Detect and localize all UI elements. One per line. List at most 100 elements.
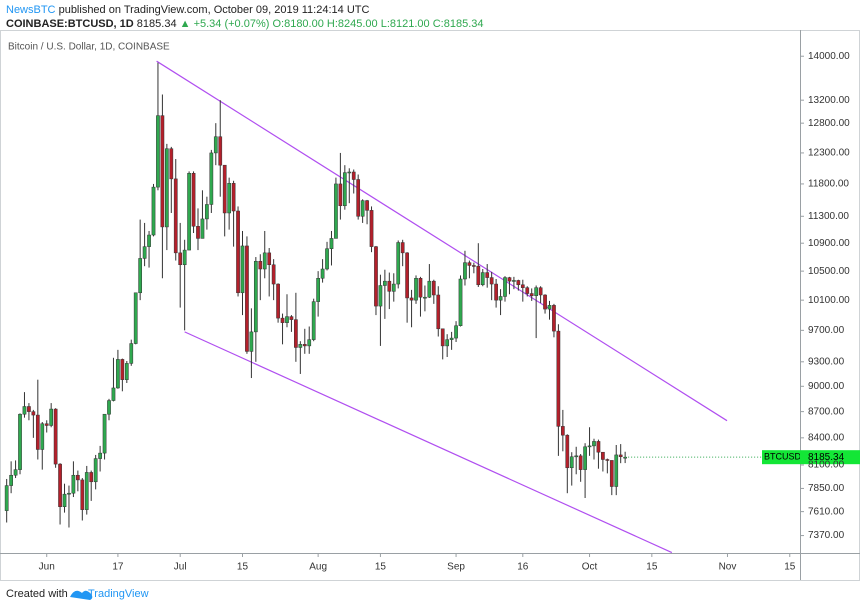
candle-body — [249, 331, 254, 352]
y-tick-label: 10100.00 — [808, 295, 850, 306]
candle-body — [538, 287, 543, 296]
candle-body — [520, 284, 525, 288]
candle-body — [227, 183, 231, 214]
candle-body — [503, 277, 507, 297]
logo — [70, 590, 93, 600]
y-tick-label: 9300.00 — [808, 356, 845, 367]
candle-body — [182, 249, 187, 266]
candle-body — [467, 262, 472, 266]
price-tag-value: 8185.34 — [808, 452, 845, 463]
candle-body — [89, 472, 94, 483]
y-tick-label: 11800.00 — [808, 179, 849, 190]
candle-body — [472, 265, 476, 267]
x-tick-label: Oct — [582, 562, 598, 573]
candle-body — [556, 330, 561, 427]
candle-body — [578, 455, 583, 470]
candle-body — [116, 359, 120, 389]
candle-body — [120, 359, 125, 380]
candle-body — [596, 441, 601, 453]
candle-body — [191, 172, 196, 227]
candle-body — [222, 164, 227, 214]
candle-body — [169, 148, 174, 180]
candle-body — [609, 460, 614, 487]
candle-body — [445, 339, 450, 347]
y-tick-label: 14000.00 — [808, 51, 850, 62]
candle-body — [107, 400, 111, 415]
candle-body — [405, 252, 409, 299]
x-tick-label: 15 — [784, 562, 796, 573]
candle-body — [560, 426, 565, 436]
candle-body — [507, 277, 512, 282]
candle-body — [67, 492, 71, 495]
x-tick-label: 16 — [517, 562, 529, 573]
candle-body — [347, 171, 352, 174]
y-tick-label: 11300.00 — [808, 211, 849, 222]
candle-body — [569, 456, 574, 469]
candle-body — [512, 280, 516, 282]
candle-body — [280, 317, 285, 323]
candle-body — [383, 280, 387, 286]
candle-body — [13, 469, 18, 476]
candle-body — [440, 328, 445, 347]
candle-body — [236, 210, 240, 294]
candle-body — [494, 283, 498, 301]
candle-body — [49, 408, 54, 426]
candle-body — [271, 264, 276, 285]
chart-title: Bitcoin / U.S. Dollar, 1D, COINBASE — [8, 42, 170, 53]
trendline — [184, 331, 673, 554]
candle-body — [209, 152, 214, 205]
candle-body — [427, 280, 432, 298]
price-tag-box — [762, 450, 800, 465]
candle-body — [601, 451, 605, 460]
close: C:8185.34 — [433, 18, 484, 30]
candle-body — [58, 463, 62, 507]
candle-body — [173, 178, 178, 254]
candle-body — [356, 179, 361, 217]
y-tick-label: 10500.00 — [808, 266, 850, 277]
candle-body — [529, 293, 534, 296]
candle-body — [387, 280, 392, 292]
x-tick-label: Aug — [309, 562, 327, 573]
y-tick-label: 7370.00 — [808, 530, 845, 541]
candle-body — [276, 283, 280, 319]
candle-body — [213, 136, 218, 154]
footer-brand[interactable]: TradingView — [88, 588, 149, 600]
candle-body — [476, 265, 481, 286]
price-tag-value-box — [800, 450, 860, 465]
candle-body — [245, 245, 249, 352]
candle-body — [196, 226, 200, 239]
candle-body — [22, 406, 27, 415]
candle-body — [44, 423, 49, 426]
x-tick-label: Jun — [39, 562, 55, 573]
candle-body — [178, 252, 183, 266]
header-line: NewsBTC published on TradingView.com, Oc… — [6, 4, 369, 16]
footer-created: Created with — [6, 588, 68, 600]
candle-body — [31, 411, 36, 416]
candle-body — [302, 344, 307, 347]
candle-body — [605, 459, 610, 461]
y-tick-label: 8400.00 — [808, 432, 845, 443]
x-tick-label: 15 — [375, 562, 387, 573]
candle-body — [27, 406, 31, 412]
candle-body — [449, 337, 454, 340]
candle-body — [547, 305, 552, 310]
candle-body — [463, 262, 467, 280]
y-tick-label: 9700.00 — [808, 325, 845, 336]
candle-body — [294, 319, 298, 348]
candle-body — [329, 238, 334, 249]
x-tick-label: 15 — [237, 562, 249, 573]
price: 8185.34 — [137, 18, 177, 30]
candle-body — [374, 246, 378, 307]
candle-body — [102, 413, 107, 454]
y-tick-label: 7610.00 — [808, 506, 845, 517]
candle-body — [35, 414, 40, 450]
candle-body — [516, 280, 521, 286]
plot-area: BTCUSD 8185.34 — [4, 60, 860, 554]
candle-body — [534, 287, 539, 296]
candle-body — [71, 474, 76, 494]
candle-body — [240, 245, 245, 294]
candle-body — [111, 387, 116, 401]
candle-body — [489, 277, 494, 285]
candle-body — [129, 343, 134, 364]
